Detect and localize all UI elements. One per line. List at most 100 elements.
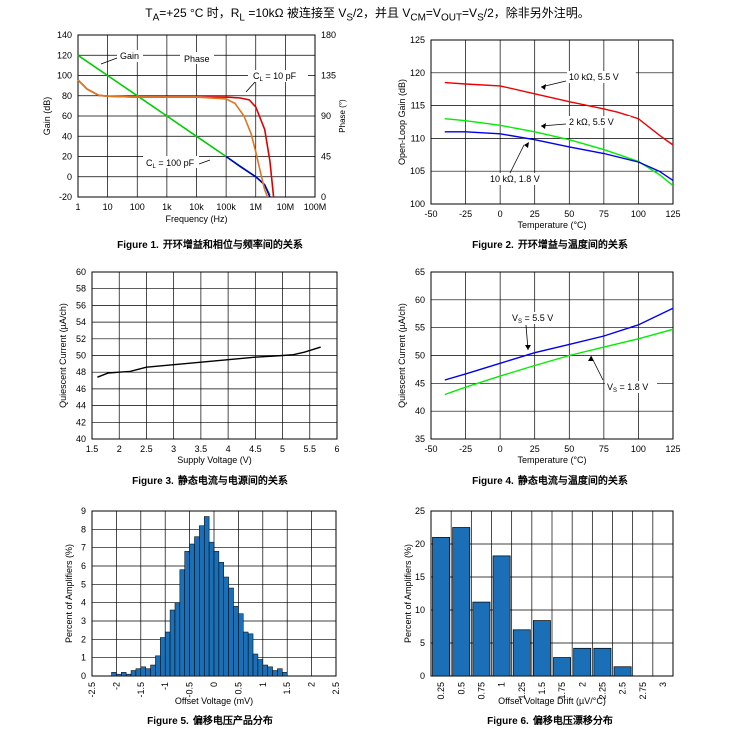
histogram-bar <box>155 655 161 677</box>
histogram-bar <box>179 569 185 677</box>
series-label-2: 10 kΩ, 1.8 V <box>490 174 540 184</box>
series-label-bg <box>567 116 631 128</box>
x-tick-label: 1.25 <box>517 682 527 700</box>
series-line-phase-100pF <box>77 79 269 198</box>
y-tick-label: 15 <box>415 572 425 582</box>
series-label-bg <box>510 312 562 324</box>
series-label-0: VS = 5.5 V <box>512 313 553 325</box>
y-tick-label: 52 <box>76 334 86 344</box>
caption-4-text: 静态电流与温度间的关系 <box>517 476 628 487</box>
cl10-leader <box>245 81 256 93</box>
series-arrow-2 <box>524 142 529 148</box>
x-tick-label: 0.25 <box>436 682 446 700</box>
y-tick-label: 55 <box>415 323 425 333</box>
y-tick-label: 58 <box>76 284 86 294</box>
phase-label-bg <box>180 52 214 64</box>
y-tick-label: 110 <box>411 133 425 143</box>
series-label-bg <box>605 381 657 393</box>
header-ta: T <box>145 6 153 20</box>
cl100-label: CL = 100 pF <box>146 158 195 170</box>
x-tick-label: 125 <box>665 209 680 219</box>
histogram-bar <box>135 668 142 677</box>
y-tick-label: 120 <box>410 68 425 78</box>
caption-5-num: Figure 5. <box>147 716 189 727</box>
figure-4-plot: -50 -25 0 25 50 75 100 125 35 40 45 50 55 60 65 Tempera… <box>397 267 681 465</box>
y-tick-label: 0 <box>67 172 72 182</box>
histogram-bar <box>252 653 259 677</box>
y-tick-label: 60 <box>76 267 86 277</box>
header-rl-sub: L <box>239 12 245 24</box>
x-tick-label: 2 <box>307 682 317 687</box>
y-axis-label: Gain (dB) <box>42 97 52 136</box>
x-tick-label: -1 <box>160 682 170 690</box>
y-tick-label: 105 <box>410 166 425 176</box>
figure-2-plot: -50 -25 0 25 50 75 100 125 100 105 110 115 120 125 Tem… <box>397 35 681 230</box>
y-tick-label: 54 <box>76 317 86 327</box>
x-tick-label: -2 <box>111 682 121 690</box>
caption-1-num: Figure 1. <box>117 240 159 251</box>
histogram-bar <box>272 670 278 677</box>
histogram-bar <box>125 673 132 677</box>
histogram-bar <box>140 666 146 677</box>
histogram-bar <box>199 525 205 677</box>
y-tick-label: 56 <box>76 300 86 310</box>
histogram-bar <box>243 631 249 677</box>
y-tick-label: 50 <box>76 351 86 361</box>
x-tick-label: 1 <box>497 682 507 687</box>
y-axis-label: Percent of Amplifiers (%) <box>403 544 413 643</box>
series-arrow-0 <box>525 345 531 350</box>
x-tick-label: 100 <box>631 444 646 454</box>
bar <box>452 527 471 677</box>
y-axis-label: Quiescent Current (µA/ch) <box>397 303 407 408</box>
x-tick-label: 1.5 <box>86 444 99 454</box>
header-eq1: =V <box>425 6 441 20</box>
x-tick-label: 0 <box>498 444 503 454</box>
x-tick-label: 10k <box>189 202 204 212</box>
header-ta-sub: A <box>152 12 160 24</box>
bar <box>472 601 491 677</box>
figure-3-plot: 1.5 2 2.5 3 3.5 4 4.5 5 5.5 6 40 42 44 46 48 50 52 54 56 58… <box>58 267 340 465</box>
x-tick-label: 1.75 <box>557 682 567 700</box>
histogram-bar <box>262 664 268 677</box>
y-tick-label: 25 <box>415 506 425 516</box>
caption-6-text: 偏移电压漂移分布 <box>532 716 613 727</box>
histogram-bar <box>189 543 195 677</box>
y-tick-label: 115 <box>411 101 425 111</box>
x-tick-label: 3 <box>171 444 176 454</box>
gain-label: Gain <box>120 51 139 61</box>
bar <box>573 647 592 677</box>
histogram-bar <box>164 631 171 677</box>
plot-frame <box>91 271 338 440</box>
caption-2-num: Figure 2. <box>472 240 514 251</box>
series-line-1 <box>444 328 674 396</box>
y-tick-label: 6 <box>81 561 86 571</box>
x-tick-label: 10M <box>277 202 295 212</box>
caption-3-num: Figure 3. <box>132 476 174 487</box>
x-axis-label: Frequency (Hz) <box>165 214 227 224</box>
header-vcm-sub: CM <box>410 12 426 24</box>
x-tick-label: 2.5 <box>140 444 153 454</box>
cl100-leader <box>198 159 211 165</box>
series-label-0: 10 kΩ, 5.5 V <box>569 72 619 82</box>
x-tick-label: 2 <box>577 682 587 687</box>
header-ta-rest: =+25 °C 时，R <box>159 6 240 20</box>
histogram-bar <box>174 602 181 677</box>
x-axis-label: Temperature (°C) <box>517 220 586 230</box>
series-line-gain-100pF <box>225 155 271 198</box>
y-tick-label: -20 <box>59 192 72 202</box>
histogram-bar <box>169 609 176 677</box>
y-tick-label: 44 <box>76 401 86 411</box>
histogram-bar <box>267 666 273 677</box>
header-vs-sub: S <box>346 12 353 24</box>
bar <box>512 629 531 677</box>
x-tick-label: 2.25 <box>597 682 607 700</box>
phase-label: Phase <box>184 54 210 64</box>
caption-4-num: Figure 4. <box>472 476 514 487</box>
y-tick-label: 65 <box>415 267 425 277</box>
histogram-bar <box>150 664 156 677</box>
y-tick-label: 10 <box>415 605 425 615</box>
series-leader-2 <box>509 144 525 174</box>
y-tick-label: 35 <box>415 434 425 444</box>
y-tick-label: 40 <box>415 406 425 416</box>
